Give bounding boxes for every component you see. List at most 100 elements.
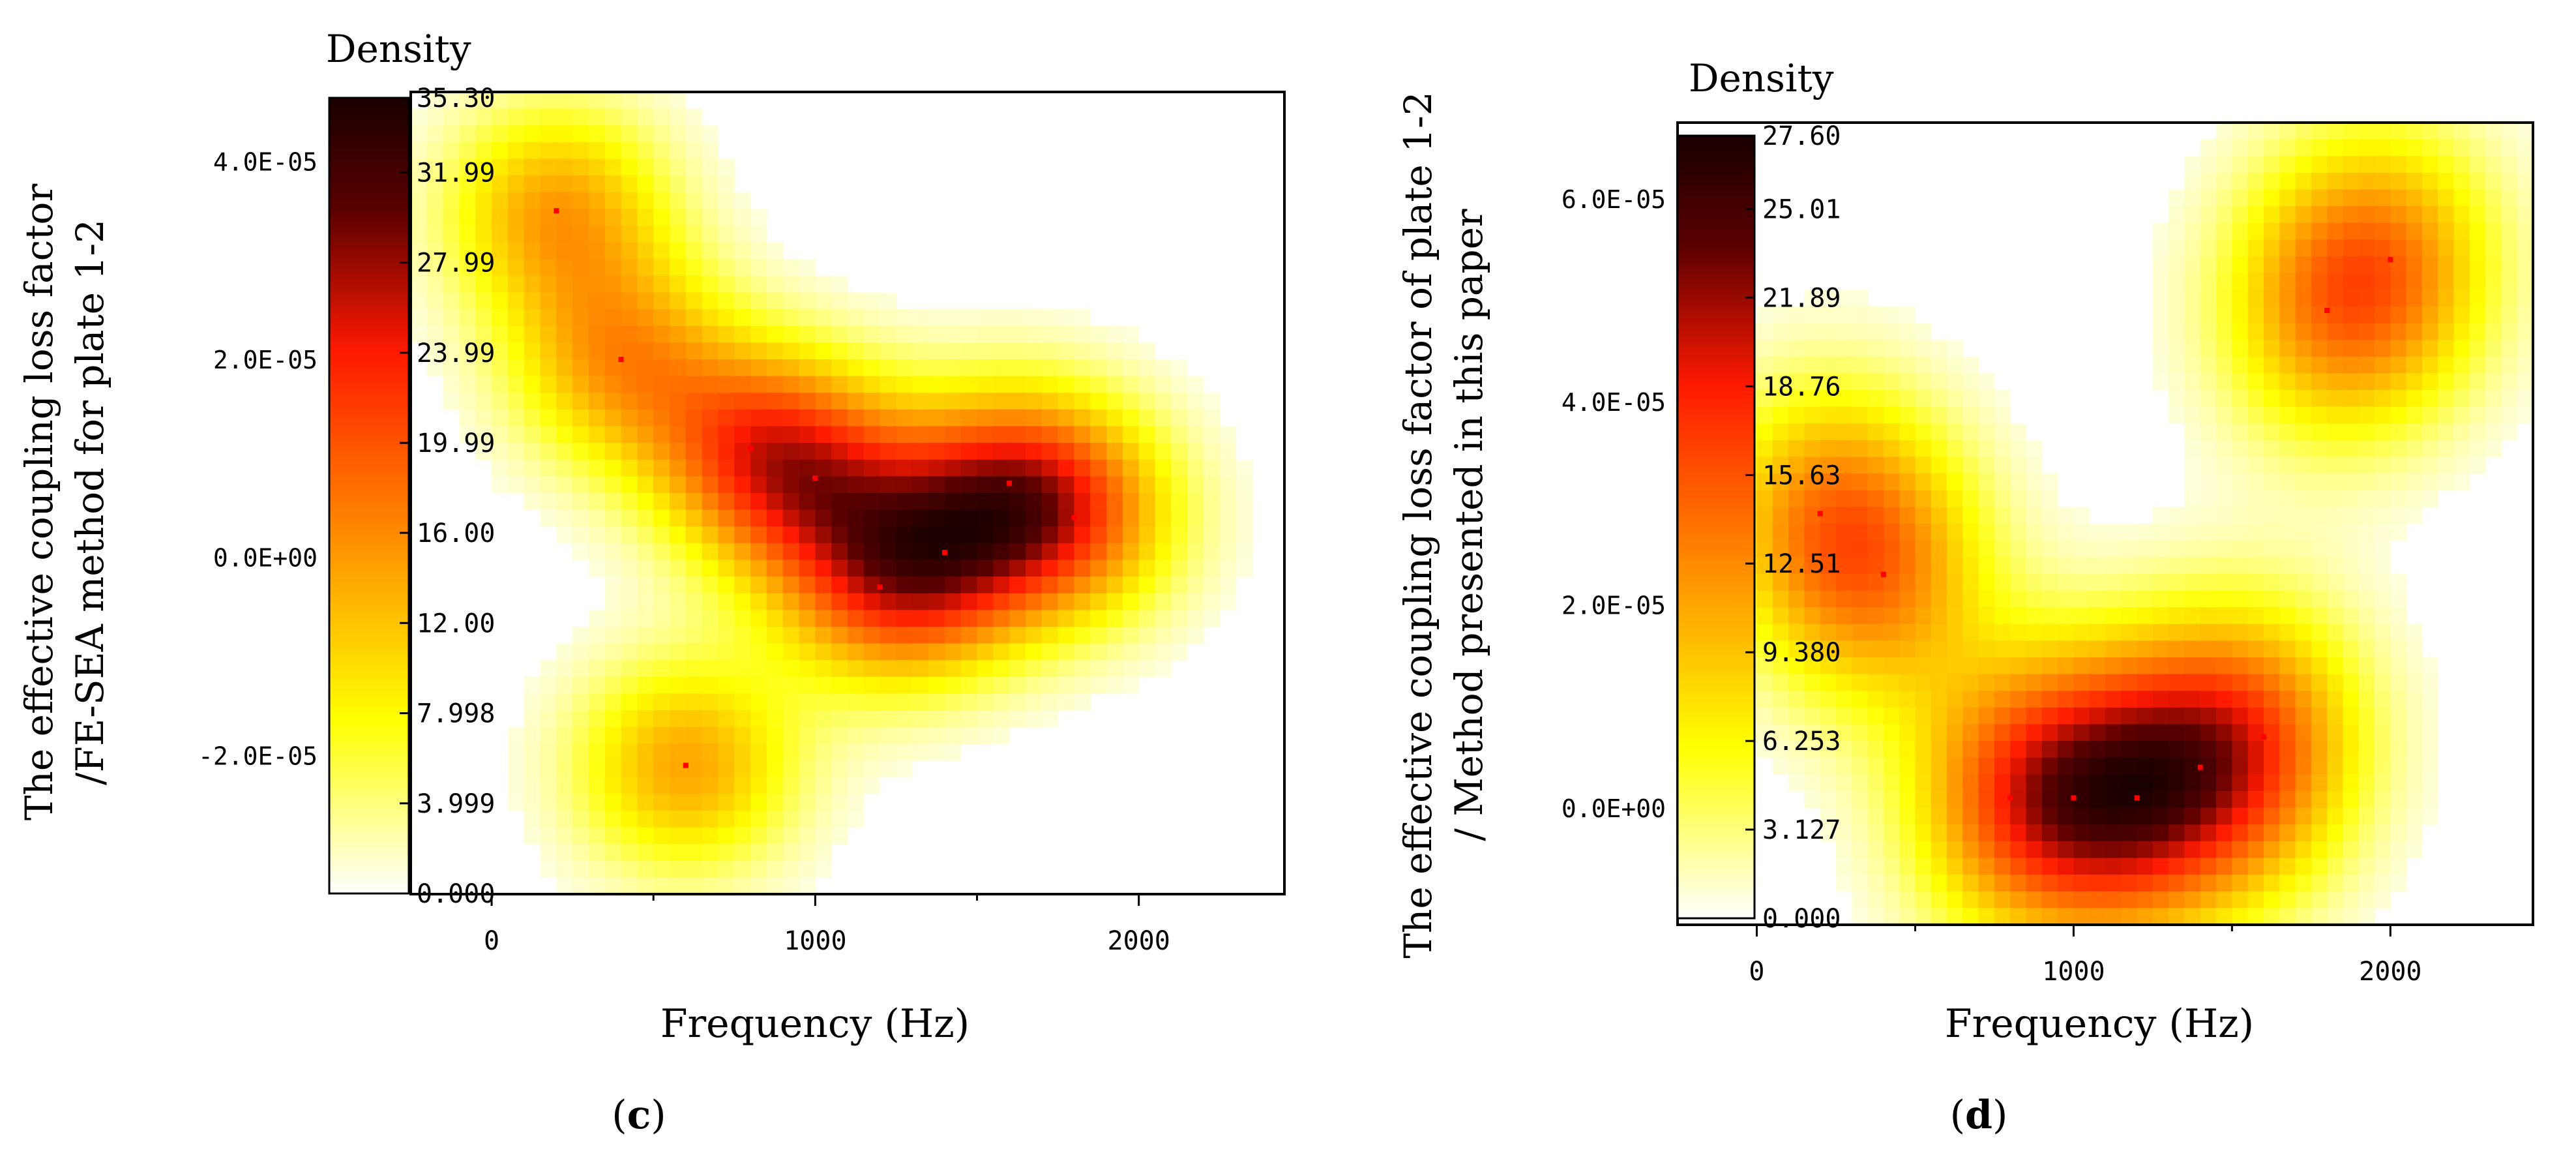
panel-label-letter: c: [627, 1092, 651, 1138]
heatmap-cell: [2358, 490, 2375, 507]
heatmap-cell: [2406, 206, 2423, 224]
heatmap-cell: [799, 342, 816, 360]
heatmap-cell: [2421, 356, 2438, 374]
heatmap-cell: [2343, 490, 2360, 507]
heatmap-cell: [2279, 273, 2296, 290]
heatmap-cell: [2358, 323, 2375, 340]
heatmap-cell: [426, 325, 444, 343]
heatmap-cell: [1106, 543, 1123, 561]
heatmap-cell: [1947, 875, 1963, 892]
heatmap-cell: [1931, 390, 1947, 408]
heatmap-cell: [2152, 557, 2169, 575]
heatmap-cell: [1883, 757, 1900, 775]
heatmap-cell: [572, 275, 589, 293]
heatmap-cell: [621, 610, 638, 627]
heatmap-cell: [2485, 273, 2502, 290]
heatmap-cell: [1978, 807, 1995, 825]
heatmap-cell: [2390, 473, 2407, 491]
heatmap-cell: [1138, 577, 1156, 594]
heatmap-cell: [653, 743, 670, 761]
heatmap-cell: [2200, 222, 2217, 240]
heatmap-cell: [2375, 524, 2391, 541]
heatmap-cell: [2469, 306, 2486, 324]
heatmap-cell: [1788, 406, 1805, 424]
heatmap-cell: [411, 226, 428, 243]
heatmap-cell: [1122, 526, 1140, 544]
heatmap-cell: [2232, 640, 2249, 658]
heatmap-cell: [2358, 841, 2375, 859]
heatmap-cell: [572, 359, 589, 377]
heatmap-cell: [912, 593, 929, 610]
y-tick-label: -2.0E-05: [198, 742, 318, 770]
heatmap-cell: [637, 325, 654, 343]
heatmap-cell: [2152, 674, 2169, 691]
heatmap-cell: [782, 476, 800, 494]
heatmap-cell: [2073, 858, 2090, 875]
heatmap-cell: [766, 526, 784, 544]
heatmap-cell: [2501, 340, 2518, 357]
heatmap-cell: [2200, 724, 2217, 742]
heatmap-cell: [928, 509, 945, 527]
heatmap-cell: [993, 342, 1010, 360]
heatmap-cell: [896, 459, 913, 477]
heatmap-cell: [2358, 390, 2375, 408]
heatmap-cell: [1820, 774, 1837, 792]
colorbar-tick-label: 12.00: [417, 608, 495, 638]
heatmap-cell: [750, 877, 767, 895]
heatmap-cell: [1836, 607, 1852, 625]
heatmap-cell: [750, 710, 767, 728]
heatmap-cell: [524, 393, 541, 410]
heatmap-cell: [507, 92, 525, 110]
heatmap-cell: [637, 676, 654, 695]
heatmap-cell: [2200, 507, 2217, 524]
heatmap-cell: [604, 627, 622, 644]
heatmap-cell: [848, 660, 865, 678]
heatmap-cell: [2121, 724, 2138, 742]
heatmap-cell: [702, 827, 719, 845]
heatmap-cell: [799, 325, 816, 343]
heatmap-cell: [589, 627, 606, 644]
heatmap-cell: [1122, 660, 1140, 678]
heatmap-cell: [2485, 139, 2502, 157]
heatmap-cell: [1106, 676, 1123, 695]
heatmap-cell: [2438, 273, 2455, 290]
heatmap-cell: [2358, 590, 2375, 608]
heatmap-cell: [944, 309, 962, 327]
heatmap-cell: [653, 108, 670, 126]
heatmap-cell: [475, 226, 492, 243]
heatmap-cell: [815, 476, 832, 494]
heatmap-cell: [912, 309, 929, 327]
heatmap-cell: [977, 359, 994, 377]
heatmap-cell: [2264, 875, 2280, 892]
heatmap-cell: [1978, 524, 1995, 541]
heatmap-cell: [459, 92, 476, 110]
heatmap-cell: [670, 409, 687, 427]
heatmap-cell: [2089, 524, 2106, 541]
heatmap-cell: [2058, 540, 2074, 558]
heatmap-cell: [863, 509, 881, 527]
heatmap-cell: [2105, 791, 2122, 809]
heatmap-cell: [2010, 908, 2027, 925]
heatmap-cell: [1883, 807, 1900, 825]
heatmap-cell: [1899, 423, 1916, 441]
heatmap-cell: [1122, 476, 1140, 494]
heatmap-cell: [2375, 691, 2391, 708]
heatmap-cell: [944, 509, 962, 527]
heatmap-cell: [507, 125, 525, 143]
heatmap-cell: [2247, 691, 2264, 708]
heatmap-cell: [572, 292, 589, 310]
heatmap-cell: [411, 325, 428, 343]
heatmap-cell: [2279, 707, 2296, 725]
heatmap-cell: [540, 292, 557, 310]
heatmap-cell: [2517, 390, 2534, 408]
heatmap-cell: [848, 560, 865, 577]
heatmap-cell: [782, 710, 800, 728]
heatmap-cell: [2469, 290, 2486, 307]
heatmap-cell: [782, 543, 800, 561]
heatmap-cell: [589, 242, 606, 260]
heatmap-cell: [2247, 807, 2264, 825]
heatmap-cell: [928, 443, 945, 460]
heatmap-cell: [734, 275, 751, 293]
heatmap-cell: [782, 426, 800, 443]
x-axis-title-text: Frequency (Hz): [660, 1001, 970, 1047]
